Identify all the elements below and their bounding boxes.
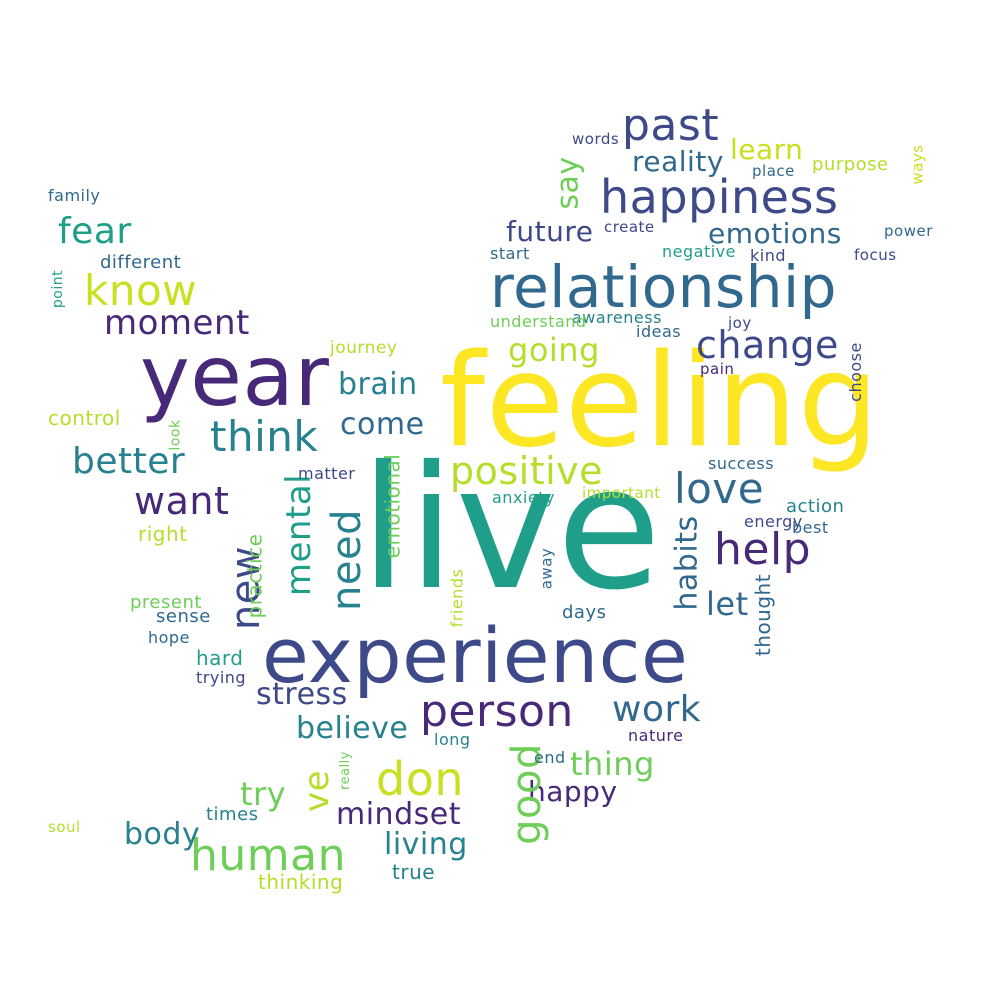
word-true: true [392,860,436,884]
word-relationship: relationship [490,253,837,321]
word-thought: thought [751,573,776,657]
word-living: living [384,827,468,862]
word-believe: believe [296,711,409,746]
word-end: end [534,748,566,767]
word-look: ways [908,144,927,185]
word-point: place [752,162,795,180]
word-times: times [206,804,259,825]
word-ve: ve [297,769,338,813]
word-trying: trying [196,668,247,687]
word-feeling: feeling [440,327,880,476]
word-really: family [48,186,101,205]
word-love: love [674,464,765,513]
word-different: different [100,252,182,273]
word-long: long [434,730,471,749]
word-create: focus [854,246,897,264]
word-brain: brain [338,367,418,402]
word-present: present [130,592,202,613]
word-know: know [84,266,197,315]
word-success: important [582,484,661,502]
word-purpose: purpose [812,154,889,175]
word-ideas: best [792,518,829,537]
word-hope: hope [148,628,190,647]
word-mindset: mindset [336,797,461,832]
word-focus: ideas [636,322,682,341]
word-understand: joy [728,314,752,332]
word-past: past [622,100,720,151]
word-choose: start [490,244,530,263]
word-moment: moment [104,303,250,343]
word-reality: reality [632,145,724,178]
word-help: help [714,524,812,575]
word-body: body [124,817,201,852]
word-thinking: thinking [258,870,344,894]
word-human: human [190,830,346,881]
word-year: year [140,327,330,425]
word-friends: point [50,269,67,309]
word-let: let [706,585,749,623]
word-emotional: emotional [380,453,405,559]
word-power: awareness [572,308,662,327]
word-important: days [562,602,607,623]
word-negative: choose [845,342,865,402]
word-energy: matter [298,464,356,483]
word-nature: nature [628,726,684,745]
word-want: want [134,479,230,523]
word-stress: stress [256,677,348,712]
word-practice: practice [242,533,267,619]
word-better: better [72,441,186,482]
word-thing: thing [570,745,655,783]
word-mental: mental [279,473,320,597]
word-matter: away [537,547,556,590]
word-say: say [550,156,586,210]
word-come: come [340,407,425,442]
word-live: live [360,430,662,628]
word-think: think [210,412,319,461]
word-journey: journey [330,338,398,358]
word-change: change [696,323,839,367]
word-learn: learn [730,133,804,166]
word-pain: action [786,496,845,517]
word-happiness: happiness [600,170,839,224]
word-action: anxiety [492,488,555,507]
word-don: don [376,752,464,806]
word-hard: hard [196,646,244,670]
word-best: success [708,454,775,473]
word-right: right [138,522,188,546]
word-awareness: pain [700,360,735,378]
word-ways: words [572,130,620,148]
word-happy: happy [528,775,618,808]
word-going: going [508,331,600,369]
word-habits: habits [669,515,705,611]
word-need: need [323,509,370,611]
word-try: try [240,775,287,813]
word-joy: energy [744,512,803,531]
word-soul: soul [48,818,81,836]
word-words: kind [750,246,787,265]
word-person: person [420,686,574,737]
word-away: look [167,419,184,451]
word-work: work [612,689,702,730]
word-family: create [604,218,655,236]
word-place: negative [662,242,736,261]
word-control: control [48,406,121,430]
word-start: power [884,222,933,240]
word-days: really [337,751,353,790]
word-future: future [506,215,594,248]
word-kind: understand [490,312,587,331]
word-anxiety: friends [447,568,467,628]
word-experience: experience [262,611,689,700]
word-sense: sense [156,606,211,627]
word-emotions: emotions [708,217,842,250]
word-positive: positive [450,449,604,493]
word-fear: fear [58,211,132,252]
